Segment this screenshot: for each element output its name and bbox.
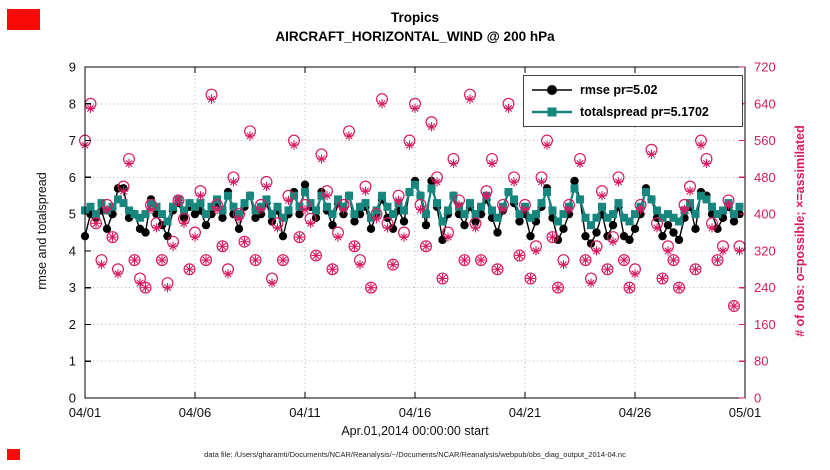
chart-title-variable: AIRCRAFT_HORIZONTAL_WIND @ 200 hPa [275,29,555,44]
svg-text:3: 3 [69,280,76,295]
legend-entry-rmse: rmse pr=5.02 [530,82,736,98]
svg-text:7: 7 [69,133,76,148]
chart-title-region: Tropics [390,10,439,25]
data-file-footnote: data file: /Users/gharamti/Documents/NCA… [204,450,626,459]
svg-text:640: 640 [754,96,776,111]
svg-text:04/06: 04/06 [179,405,212,420]
svg-text:1: 1 [69,354,76,369]
svg-text:2: 2 [69,317,76,332]
svg-text:04/21: 04/21 [509,405,542,420]
svg-text:400: 400 [754,207,776,222]
x-axis-label: Apr.01,2014 00:00:00 start [341,424,489,438]
svg-text:8: 8 [69,96,76,111]
svg-text:560: 560 [754,133,776,148]
svg-text:5: 5 [69,207,76,222]
svg-text:80: 80 [754,354,768,369]
svg-text:0: 0 [69,391,76,406]
svg-text:04/26: 04/26 [619,405,652,420]
svg-text:240: 240 [754,280,776,295]
legend-box: rmse pr=5.02 totalspread pr=5.1702 [523,75,743,127]
legend-entry-totalspread: totalspread pr=5.1702 [530,104,736,120]
svg-text:04/01: 04/01 [69,405,102,420]
svg-text:480: 480 [754,170,776,185]
svg-text:0: 0 [754,391,761,406]
chart-title-block: Tropics AIRCRAFT_HORIZONTAL_WIND @ 200 h… [85,8,745,46]
legend-label-rmse: rmse pr=5.02 [580,83,658,97]
svg-text:4: 4 [69,243,76,258]
svg-text:04/11: 04/11 [289,405,321,420]
svg-text:9: 9 [69,60,76,75]
svg-text:6: 6 [69,170,76,185]
svg-text:04/16: 04/16 [399,405,432,420]
svg-text:320: 320 [754,243,776,258]
svg-text:160: 160 [754,317,776,332]
red-marker-top-left [7,9,40,30]
legend-marker-rmse-circle-icon [532,85,572,95]
svg-text:720: 720 [754,60,776,75]
red-marker-bottom-left [7,449,20,460]
svg-text:05/01: 05/01 [729,405,762,420]
legend-label-totalspread: totalspread pr=5.1702 [580,105,709,119]
legend-marker-totalspread-square-icon [532,107,572,117]
